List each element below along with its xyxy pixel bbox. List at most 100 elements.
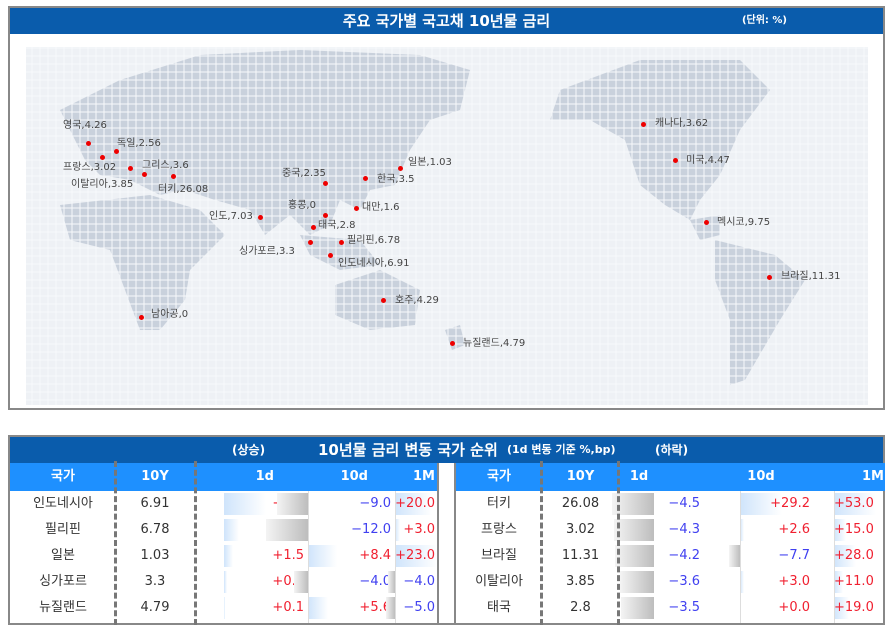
cell-d10: +3.0 xyxy=(740,569,834,595)
rising-table: 국가10Y1d10d1M인도네시아6.91+7.0−9.0+20.0필리핀6.7… xyxy=(10,461,439,625)
table-header: 국가 10Y 1d 10d 1M xyxy=(456,463,885,491)
cell-country: 태국 xyxy=(487,600,511,615)
header-1m: 1M xyxy=(862,469,884,484)
increase-bar xyxy=(395,519,401,541)
cell-d1: −4.3 xyxy=(613,517,740,543)
decrease-bar xyxy=(612,493,654,515)
marker-country: 이탈리아 xyxy=(71,179,108,190)
change-value: −4.3 xyxy=(668,522,700,537)
header-1d: 1d xyxy=(629,469,649,484)
marker-value: 0 xyxy=(309,200,316,211)
world-map xyxy=(26,47,868,405)
marker-country: 중국 xyxy=(282,168,301,179)
marker-value: 1.6 xyxy=(383,202,400,213)
cell-d10: −9.0 xyxy=(276,491,395,517)
marker-value: 0 xyxy=(181,309,189,320)
cell-m1: +20.0 xyxy=(395,491,439,517)
change-value: −4.0 xyxy=(403,574,435,589)
marker-value: 2.35 xyxy=(303,168,326,179)
map-title: 주요 국가별 국고채 10년물 금리 xyxy=(342,12,551,30)
change-value: +0.1 xyxy=(272,600,304,615)
marker-dot xyxy=(311,225,316,230)
marker-label: 한국,3.5 xyxy=(377,174,415,185)
decrease-bar xyxy=(385,597,395,619)
marker-dot xyxy=(339,240,344,245)
map-title-bar: 주요 국가별 국고채 10년물 금리 (단위: %) xyxy=(10,8,883,34)
change-value: −9.0 xyxy=(359,496,391,511)
marker-country: 영국 xyxy=(63,120,82,131)
marker-value: 3.5 xyxy=(398,174,415,185)
marker-value: 4.29 xyxy=(416,295,439,306)
marker-value: 1.03 xyxy=(429,157,452,168)
marker-country: 인도 xyxy=(209,211,228,222)
change-value: +0.0 xyxy=(778,600,810,615)
cell-d10: −7.7 xyxy=(728,543,834,569)
table-row: 일본 1.03 +1.5 +8.4 +23.0 xyxy=(10,543,437,569)
marker-label: 캐나다,3.62 xyxy=(655,118,709,129)
increase-bar xyxy=(834,519,846,541)
table-row: 프랑스 3.02 −4.3 +2.6 +15.0 xyxy=(456,517,885,543)
cell-d10: +8.4 xyxy=(308,543,395,569)
cell-d1: +1.5 xyxy=(224,543,308,569)
cell-d10: +2.6 xyxy=(740,517,834,543)
marker-dot xyxy=(354,206,359,211)
marker-dot xyxy=(704,220,709,225)
marker-value: 3.02 xyxy=(93,162,117,173)
increase-bar xyxy=(834,493,876,515)
cell-country: 이탈리아 xyxy=(475,574,523,589)
marker-country: 호주 xyxy=(395,295,414,306)
marker-value: 26.08 xyxy=(179,184,209,195)
marker-dot xyxy=(128,166,133,171)
marker-value: 3.62 xyxy=(685,118,709,129)
cell-d1: −3.5 xyxy=(621,595,740,621)
marker-label: 남아공,0 xyxy=(151,309,189,320)
change-value: −5.0 xyxy=(403,600,435,615)
increase-bar xyxy=(740,493,782,515)
marker-label: 인도네시아,6.91 xyxy=(338,258,410,269)
marker-dot xyxy=(381,298,386,303)
cell-m1: +3.0 xyxy=(395,517,439,543)
change-value: −12.0 xyxy=(351,522,391,537)
ranking-note: (1d 변동 기준 %,bp) xyxy=(507,443,616,456)
increase-bar xyxy=(834,597,850,619)
decrease-bar xyxy=(728,545,740,567)
marker-dot xyxy=(323,213,328,218)
cell-m1: −5.0 xyxy=(385,595,439,621)
cell-y10: 26.08 xyxy=(561,496,600,511)
marker-dot xyxy=(673,158,678,163)
cell-m1: +19.0 xyxy=(834,595,886,621)
table-row: 싱가포르 3.3 +0.5 −4.0 −4.0 xyxy=(10,569,437,595)
marker-label: 대만,1.6 xyxy=(362,202,400,213)
header-10y: 10Y xyxy=(566,469,595,484)
decrease-bar xyxy=(614,545,654,567)
increase-bar xyxy=(224,597,225,619)
cell-country: 싱가포르 xyxy=(39,574,87,589)
cell-y10: 3.3 xyxy=(144,574,166,589)
cell-d1: −3.6 xyxy=(620,569,740,595)
cell-d10: +29.2 xyxy=(740,491,834,517)
increase-bar xyxy=(834,545,857,567)
marker-label: 브라질,11.31 xyxy=(781,271,841,282)
change-value: −4.2 xyxy=(668,548,700,563)
cell-y10: 11.31 xyxy=(561,548,600,563)
unit-label: (단위: %) xyxy=(741,15,787,26)
marker-dot xyxy=(308,240,313,245)
marker-country: 멕시코 xyxy=(717,217,745,228)
marker-label: 싱가포르,3.3 xyxy=(239,246,295,257)
column-divider xyxy=(834,491,835,623)
fall-label: (하락) xyxy=(655,443,689,457)
marker-dot xyxy=(328,253,333,258)
marker-dot xyxy=(323,181,328,186)
cell-country: 브라질 xyxy=(481,548,517,563)
table-row: 터키 26.08 −4.5 +29.2 +53.0 xyxy=(456,491,885,517)
column-divider xyxy=(740,491,741,623)
change-value: −7.7 xyxy=(778,548,810,563)
marker-label: 터키,26.08 xyxy=(158,184,209,195)
decrease-bar xyxy=(387,571,395,593)
marker-label: 이탈리아,3.85 xyxy=(71,179,134,190)
marker-value: 6.91 xyxy=(387,258,410,269)
decrease-bar xyxy=(294,571,308,593)
marker-label: 독일,2.56 xyxy=(117,138,161,149)
ranking-title-bar: (상승) 10년물 금리 변동 국가 순위 (1d 변동 기준 %,bp) (하… xyxy=(10,437,883,463)
